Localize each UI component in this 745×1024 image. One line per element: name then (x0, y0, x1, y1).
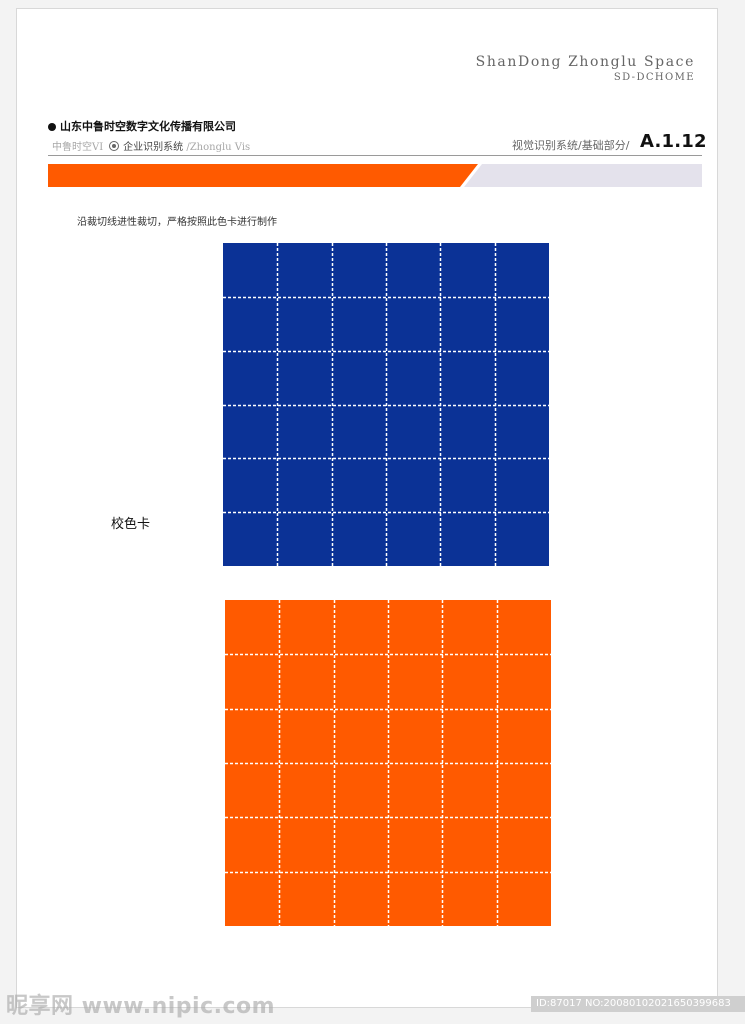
company-line: 山东中鲁时空数字文化传播有限公司 (48, 118, 236, 134)
subtitle-suffix: /Zhonglu Vis (186, 142, 251, 153)
brand-subtitle: SD-DCHOME (613, 72, 695, 83)
header-color-band (48, 164, 702, 187)
cutting-instruction: 沿裁切线进性裁切，严格按照此色卡进行制作 (77, 217, 277, 228)
brand-block: ShanDong Zhonglu Space SD-DCHOME (476, 54, 695, 83)
header-divider (48, 155, 702, 156)
brand-english-name: ShanDong Zhonglu Space (475, 54, 695, 70)
bullet-icon (48, 123, 56, 131)
subtitle-line: 中鲁时空VI 企业识别系统 /Zhonglu Vis (52, 138, 250, 153)
watermark-logo: 昵享网 www.nipic.com (6, 994, 276, 1019)
watermark-id: ID:87017 NO:20080102021650399683 (531, 996, 745, 1012)
orange-color-swatch (225, 600, 551, 926)
section-label: 视觉识别系统/基础部分/ (512, 139, 630, 152)
company-name: 山东中鲁时空数字文化传播有限公司 (60, 120, 236, 133)
target-icon (109, 141, 120, 151)
section-code: A.1.12 (640, 131, 707, 152)
orange-swatch-graphic (225, 600, 551, 926)
orange-band (48, 164, 478, 187)
subtitle-main: 企业识别系统 (123, 142, 184, 153)
blue-color-swatch (223, 243, 549, 566)
blue-swatch-graphic (223, 243, 549, 566)
gray-band (464, 164, 702, 187)
header-band-graphic (48, 164, 702, 187)
subtitle-prefix: 中鲁时空VI (52, 142, 104, 153)
color-card-label: 校色卡 (111, 517, 151, 532)
